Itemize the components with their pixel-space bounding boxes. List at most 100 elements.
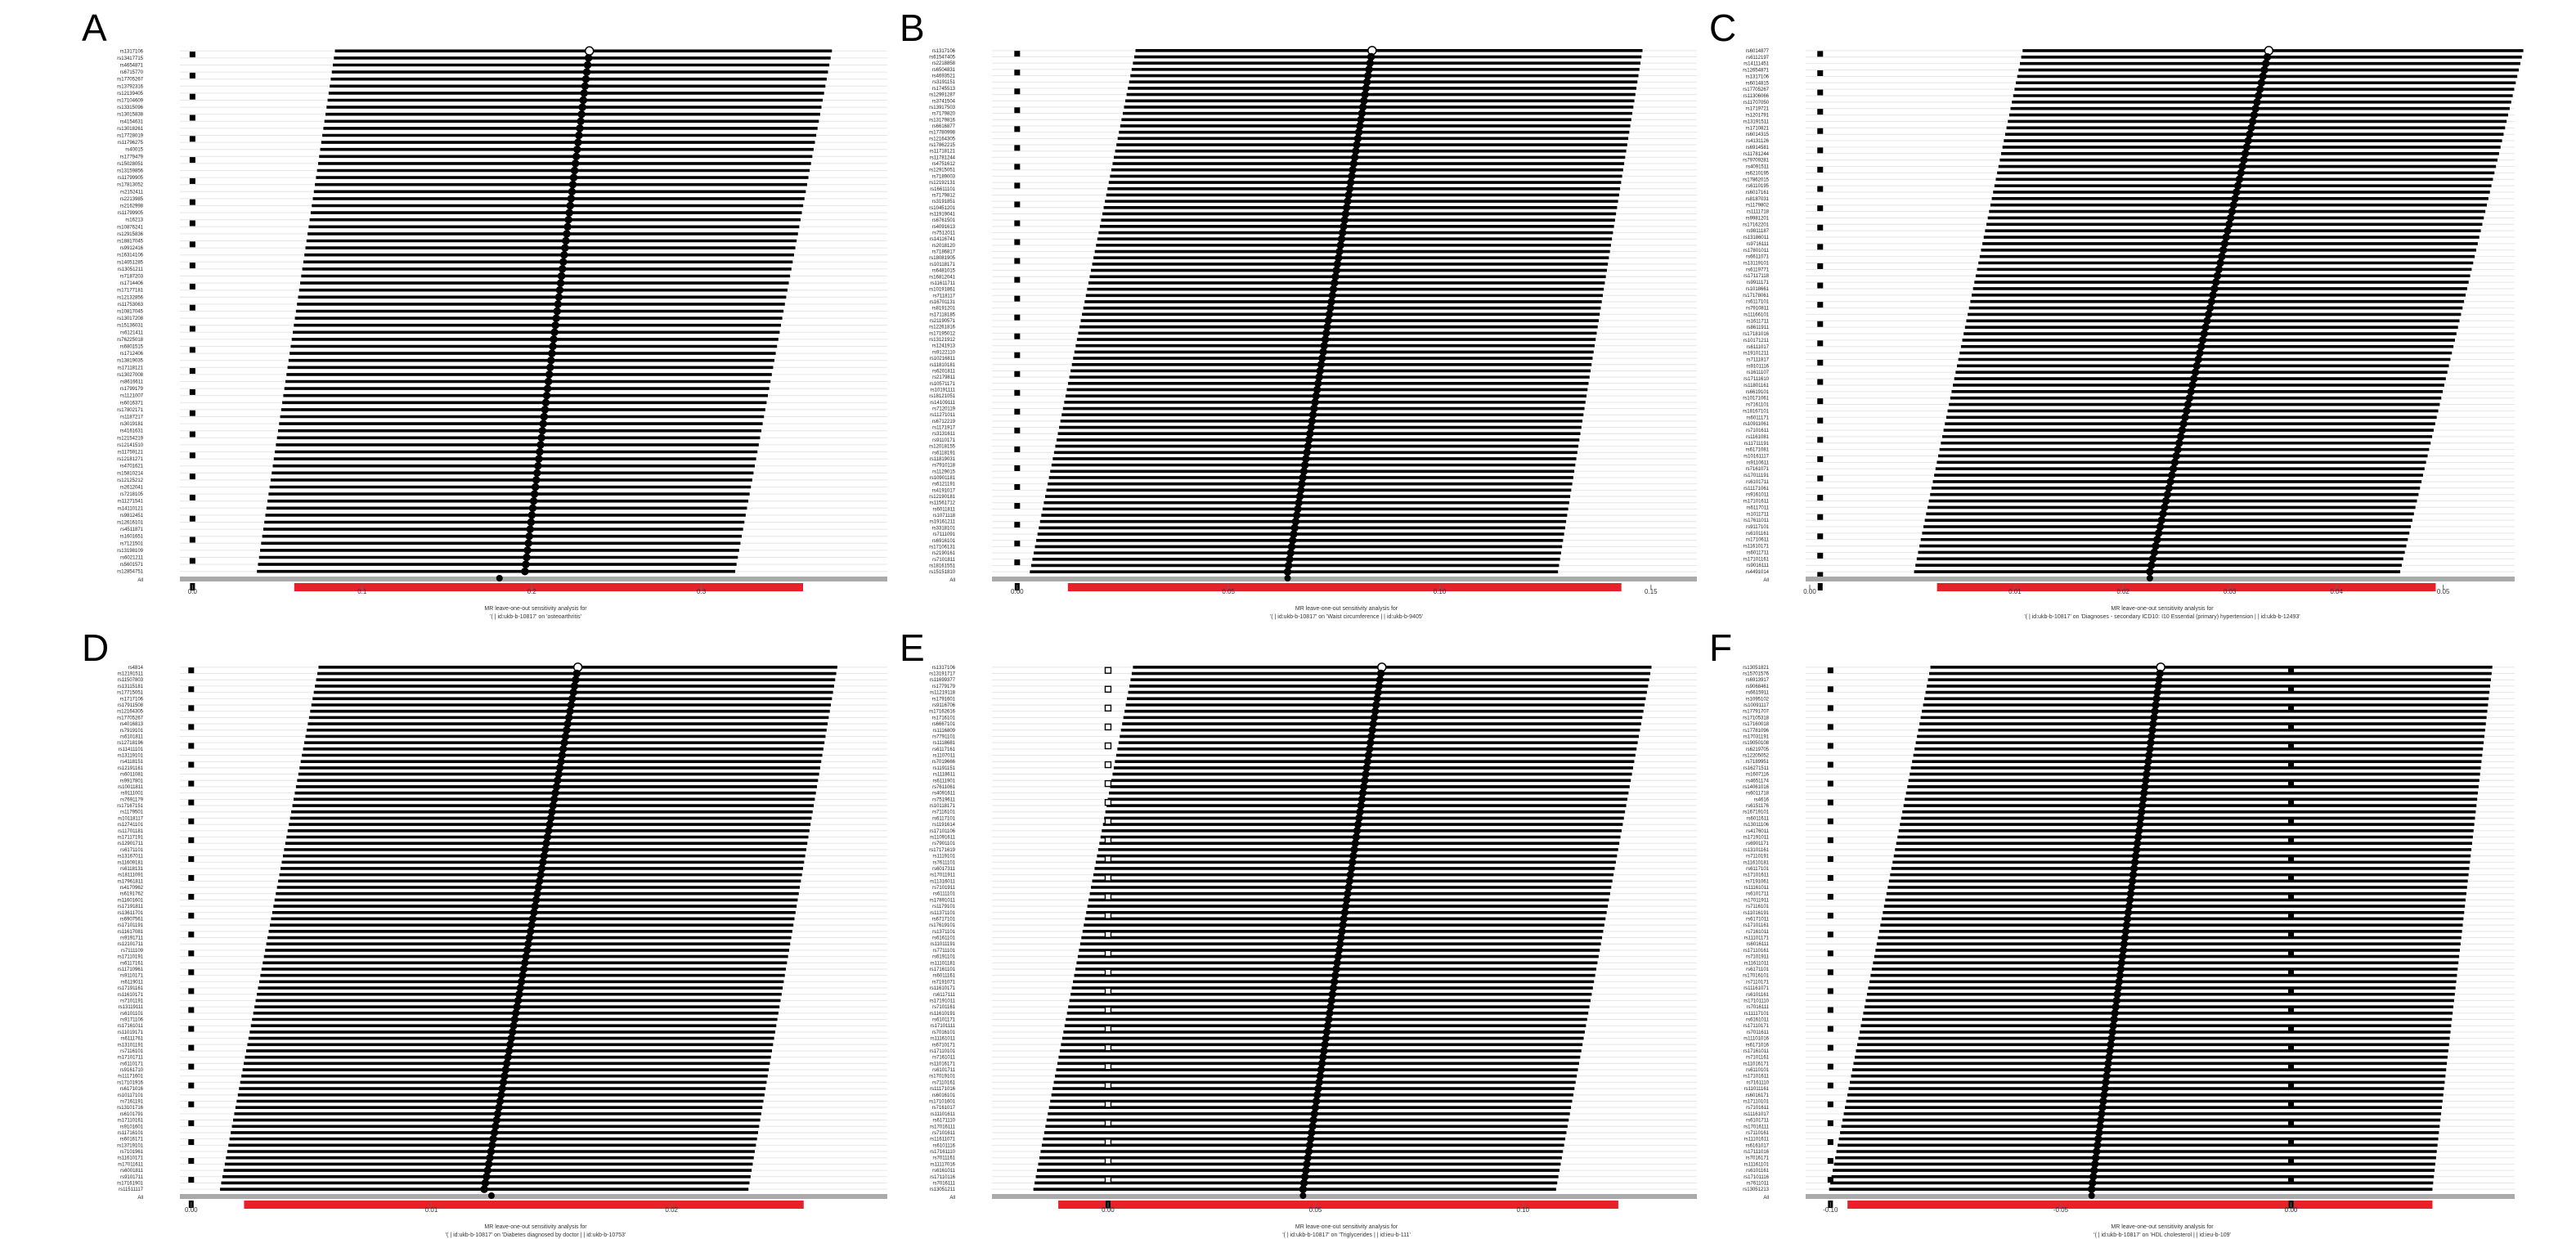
- null-marker: [2288, 780, 2295, 787]
- point-estimate: [2206, 303, 2215, 312]
- point-estimate: [504, 1053, 512, 1062]
- point-estimate: [1349, 851, 1358, 860]
- null-marker: [189, 431, 195, 438]
- null-marker: [1827, 1158, 1833, 1165]
- point-estimate: [1370, 713, 1379, 722]
- point-estimate: [1326, 1009, 1334, 1017]
- null-marker: [1104, 685, 1112, 693]
- null-marker: [188, 667, 195, 674]
- snp-label: rs17862215: [929, 143, 955, 148]
- point-estimate: [2098, 1103, 2107, 1111]
- point-estimate: [1295, 498, 1303, 507]
- null-marker: [189, 474, 195, 480]
- panel-letter-A: A: [82, 7, 107, 49]
- point-estimate: [1306, 1134, 1315, 1143]
- snp-label: rs1779179: [932, 685, 956, 689]
- point-estimate: [1358, 109, 1367, 118]
- null-marker: [1827, 1026, 1833, 1032]
- point-estimate: [1324, 1015, 1333, 1024]
- snp-label: rs17162616: [929, 710, 955, 715]
- snp-label: rs6117161: [932, 747, 956, 752]
- point-estimate: [549, 801, 558, 810]
- null-marker: [188, 950, 195, 957]
- point-estimate: [2196, 348, 2204, 357]
- point-estimate: [1356, 807, 1364, 816]
- point-estimate: [521, 958, 529, 967]
- point-estimate: [2143, 764, 2152, 772]
- point-estimate: [1299, 467, 1308, 476]
- all-row-bar: [992, 577, 1697, 581]
- snp-label: rs6101101: [120, 1012, 144, 1017]
- snp-label: rs17101116: [1744, 1175, 1769, 1180]
- all-estimate-point: [2088, 1192, 2095, 1199]
- null-marker: [1817, 398, 1824, 405]
- snp-label: rs1191151: [933, 766, 956, 771]
- point-estimate: [2094, 1141, 2102, 1150]
- point-estimate: [1284, 561, 1293, 570]
- point-estimate: [2103, 1071, 2111, 1080]
- null-marker: [1014, 541, 1021, 547]
- null-marker: [2288, 969, 2295, 976]
- point-estimate: [1365, 745, 1374, 753]
- point-estimate: [2219, 246, 2228, 254]
- snp-label: rs7016111: [933, 1181, 956, 1186]
- snp-label: rs7101911: [932, 886, 956, 891]
- point-estimate: [521, 567, 529, 576]
- point-estimate: [566, 201, 575, 210]
- snp-label: rs11016171: [930, 1062, 956, 1066]
- point-estimate: [1304, 1153, 1312, 1162]
- point-estimate: [1362, 78, 1371, 86]
- snp-label: rs9110171: [120, 974, 144, 979]
- null-marker: [188, 1026, 195, 1032]
- point-estimate: [1340, 216, 1349, 224]
- snp-label: rs6117011: [1747, 505, 1770, 510]
- snp-label: rs6914581: [1746, 146, 1770, 150]
- tick-label: 0.04: [2330, 588, 2343, 595]
- point-estimate: [526, 525, 535, 533]
- snp-label: rs4091511: [1746, 165, 1770, 170]
- snp-label: rs13198109: [117, 549, 143, 554]
- point-estimate: [2117, 958, 2126, 967]
- snp-label: rs11371101: [930, 911, 955, 916]
- snp-label: rs14111451: [1744, 62, 1769, 67]
- null-marker: [188, 1044, 195, 1051]
- snp-label: rs11016191: [1744, 911, 1770, 916]
- point-estimate: [505, 1047, 514, 1055]
- point-estimate: [572, 152, 581, 161]
- point-estimate: [1341, 209, 1350, 218]
- snp-label: rs6112197: [1746, 56, 1770, 61]
- point-estimate: [1336, 241, 1344, 249]
- snp-label: rs11810181: [930, 363, 956, 368]
- snp-label: rs11718121: [930, 150, 956, 155]
- tick-label: 0.01: [2008, 588, 2022, 595]
- point-estimate: [546, 363, 554, 372]
- point-estimate: [535, 455, 543, 463]
- point-estimate: [2091, 1160, 2099, 1169]
- snp-label: rs11171601: [118, 1075, 143, 1080]
- snp-label: rs7711101: [933, 949, 956, 954]
- point-estimate: [1321, 1040, 1329, 1049]
- tick-label: 0.03: [2224, 588, 2237, 595]
- snp-label: rs3019181: [120, 422, 144, 427]
- point-estimate: [2156, 523, 2165, 531]
- point-estimate: [568, 180, 577, 189]
- null-marker: [1827, 969, 1833, 976]
- point-estimate: [2261, 59, 2270, 68]
- snp-label: rs13792316: [117, 84, 143, 89]
- point-estimate: [560, 738, 568, 747]
- snp-label: rs6907561: [120, 917, 144, 922]
- point-estimate: [482, 1173, 491, 1181]
- snp-label: rs4191017: [932, 488, 956, 493]
- point-estimate: [554, 293, 563, 302]
- point-estimate: [2104, 1059, 2112, 1068]
- point-estimate: [2263, 53, 2272, 61]
- null-marker: [188, 855, 195, 862]
- point-estimate: [2124, 909, 2133, 917]
- snp-label: rs8611911: [1747, 325, 1770, 330]
- point-estimate: [2108, 1028, 2116, 1036]
- snp-label: rs12616101: [117, 521, 143, 526]
- null-marker: [189, 177, 195, 184]
- point-estimate: [567, 195, 576, 203]
- snp-label: rs17171619: [929, 848, 955, 853]
- point-estimate: [2260, 65, 2269, 74]
